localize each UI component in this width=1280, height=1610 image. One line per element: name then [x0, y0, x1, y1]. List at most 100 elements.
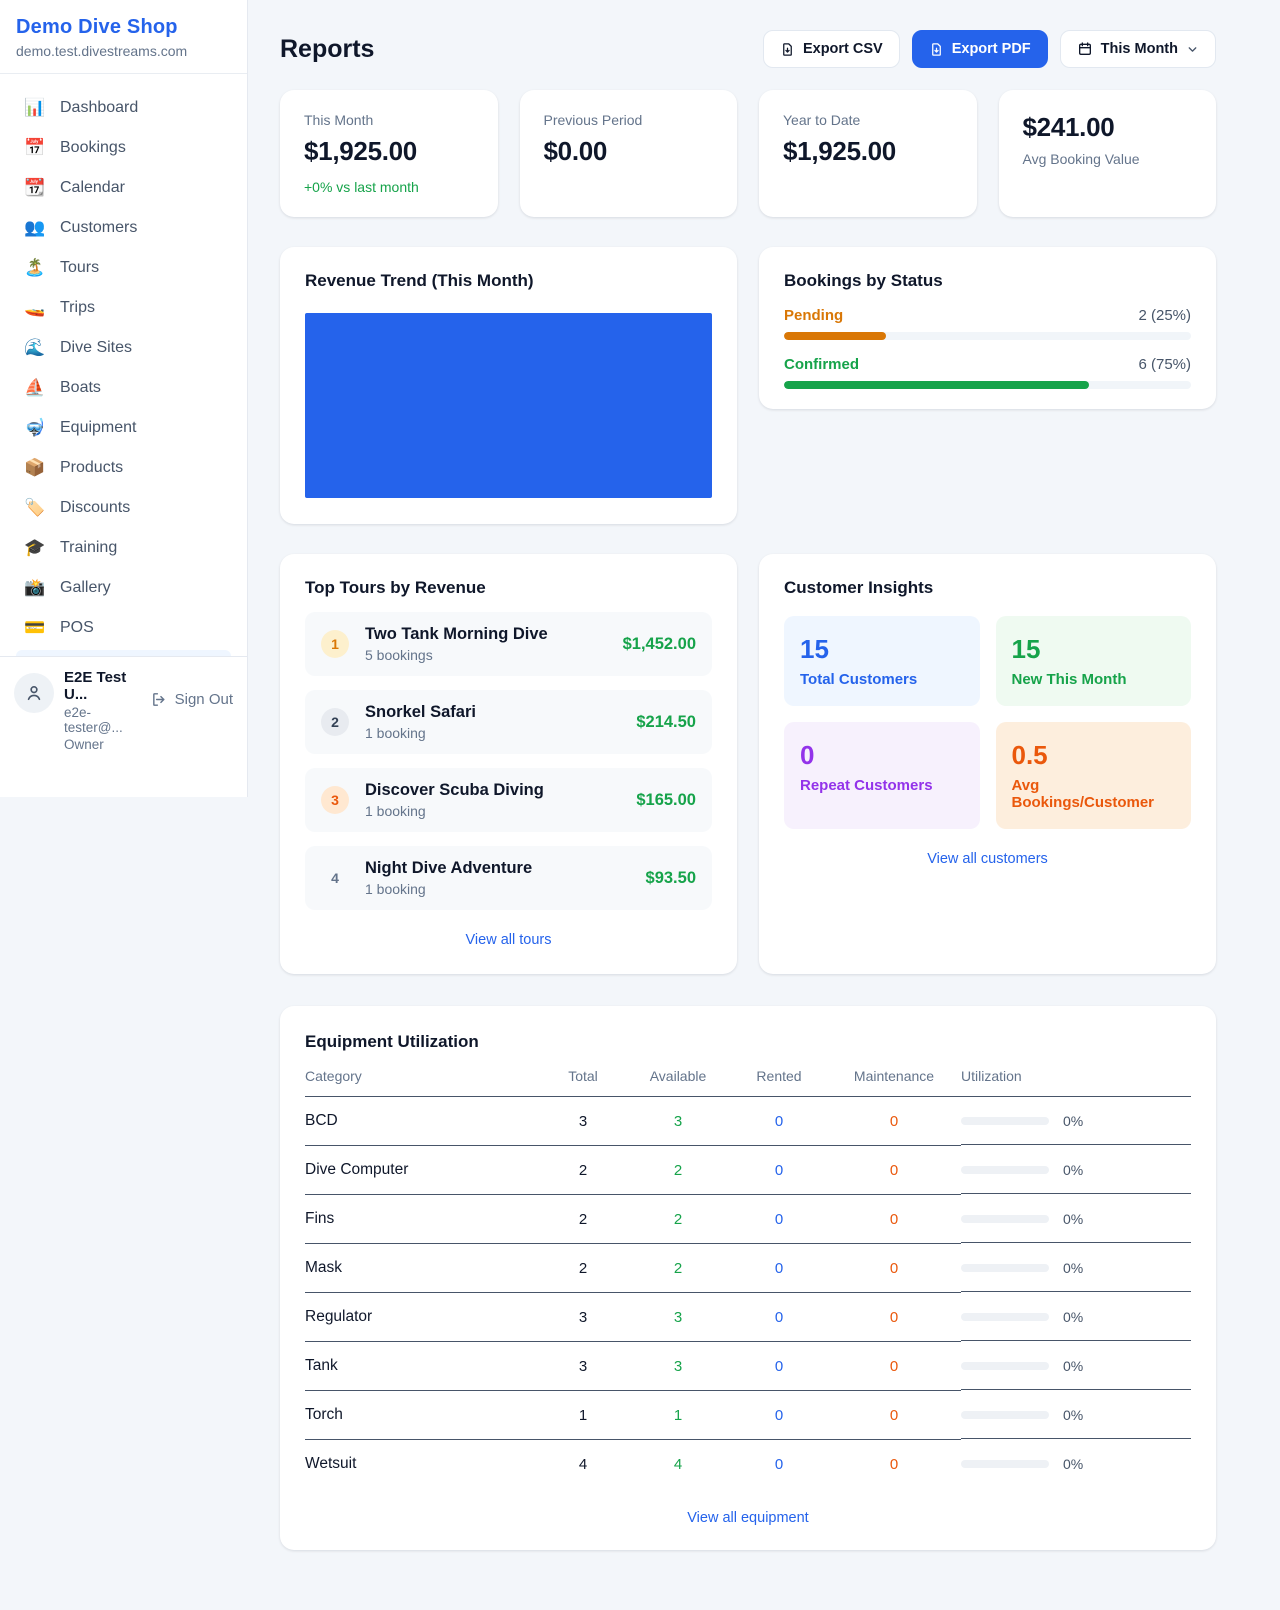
equipment-utilization: 0%	[961, 1196, 1191, 1243]
equipment-category: Fins	[305, 1195, 541, 1244]
sidebar-item-products[interactable]: 📦 Products	[8, 448, 239, 488]
status-row-confirmed: Confirmed 6 (75%)	[784, 356, 1191, 389]
sidebar-item-gallery[interactable]: 📸 Gallery	[8, 568, 239, 608]
speedboat-icon: 🚤	[24, 298, 46, 317]
top-tours-title: Top Tours by Revenue	[305, 578, 486, 597]
tile-label: Repeat Customers	[800, 777, 933, 794]
equipment-total: 4	[578, 1455, 588, 1473]
equipment-rented: 0	[731, 1196, 827, 1244]
export-pdf-label: Export PDF	[951, 41, 1031, 57]
tour-revenue: $93.50	[645, 868, 696, 887]
tour-bookings: 1 booking	[365, 803, 426, 819]
stat-card-previous-period: Previous Period $0.00	[519, 90, 737, 217]
tile-value: 0	[800, 740, 815, 770]
export-csv-button[interactable]: Export CSV	[762, 30, 900, 68]
column-header: Utilization	[961, 1052, 1191, 1097]
equipment-utilization: 0%	[961, 1343, 1191, 1390]
tour-name: Two Tank Morning Dive	[365, 625, 548, 643]
tour-row: 3 Discover Scuba Diving 1 booking $165.00	[305, 768, 712, 832]
status-count: 2 (25%)	[1138, 307, 1191, 324]
view-all-tours-link[interactable]: View all tours	[465, 932, 552, 948]
equipment-category: BCD	[305, 1097, 541, 1146]
progress-fill	[784, 381, 1090, 389]
equipment-available: 2	[625, 1196, 731, 1244]
tour-row: 4 Night Dive Adventure 1 booking $93.50	[305, 846, 712, 910]
stat-card-avg-booking-value: $241.00 Avg Booking Value	[998, 90, 1216, 217]
stat-delta: +0% vs last month	[304, 179, 419, 195]
tour-bookings: 1 booking	[365, 725, 426, 741]
column-header: Total	[541, 1052, 625, 1097]
stat-value: $0.00	[543, 136, 608, 166]
credit-card-icon: 💳	[24, 618, 46, 637]
stat-value: $1,925.00	[783, 136, 896, 166]
tour-revenue: $214.50	[636, 712, 696, 731]
period-label: This Month	[1100, 41, 1178, 57]
export-pdf-button[interactable]: Export PDF	[911, 30, 1048, 68]
rank-badge: 1	[321, 630, 349, 658]
utilization-bar	[961, 1117, 1049, 1125]
stat-label: Year to Date	[783, 112, 861, 128]
camera-icon: 📸	[24, 578, 46, 597]
tile-total-customers: 15 Total Customers	[784, 616, 980, 706]
period-dropdown[interactable]: This Month	[1059, 30, 1216, 68]
sidebar-item-pos[interactable]: 💳 POS	[8, 608, 239, 648]
revenue-trend-card: Revenue Trend (This Month)	[280, 247, 737, 524]
sidebar-item-label: Boats	[60, 379, 101, 396]
sidebar-item-bookings[interactable]: 📅 Bookings	[8, 128, 239, 168]
equipment-category: Mask	[305, 1244, 541, 1293]
utilization-bar	[961, 1362, 1049, 1370]
tile-label: Total Customers	[800, 671, 918, 688]
stat-value: $1,925.00	[304, 136, 417, 166]
stat-card-year-to-date: Year to Date $1,925.00	[759, 90, 977, 217]
sidebar-item-label: POS	[60, 619, 94, 636]
tour-name: Discover Scuba Diving	[365, 781, 544, 799]
equipment-maintenance: 0	[827, 1196, 961, 1244]
stats-row: This Month $1,925.00 +0% vs last month P…	[280, 90, 1216, 217]
revenue-trend-title: Revenue Trend (This Month)	[305, 271, 534, 290]
equipment-maintenance: 0	[827, 1392, 961, 1440]
sidebar-item-training[interactable]: 🎓 Training	[8, 528, 239, 568]
charts-row: Revenue Trend (This Month) Bookings by S…	[280, 247, 1216, 524]
sidebar-item-dashboard[interactable]: 📊 Dashboard	[8, 88, 239, 128]
tear-off-calendar-icon: 📆	[24, 178, 46, 197]
tile-value: 15	[800, 634, 829, 664]
equipment-total: 3	[541, 1098, 625, 1146]
equipment-total: 3	[541, 1294, 625, 1342]
sidebar-item-dive-sites[interactable]: 🌊 Dive Sites	[8, 328, 239, 368]
top-tours-card: Top Tours by Revenue 1 Two Tank Morning …	[280, 554, 737, 974]
equipment-rented: 0	[731, 1392, 827, 1440]
active-nav-item-clipped[interactable]	[16, 650, 231, 656]
progress-track	[784, 332, 1191, 340]
progress-track	[784, 381, 1191, 389]
package-icon: 📦	[24, 458, 46, 477]
sidebar-item-boats[interactable]: ⛵ Boats	[8, 368, 239, 408]
sidebar-item-tours[interactable]: 🏝️ Tours	[8, 248, 239, 288]
user-role: Owner	[64, 737, 104, 752]
sidebar: Demo Dive Shop demo.test.divestreams.com…	[0, 0, 248, 797]
equipment-rented: 0	[731, 1245, 827, 1293]
stat-value: $241.00	[1022, 112, 1115, 142]
equipment-rented: 0	[731, 1147, 827, 1195]
shop-domain: demo.test.divestreams.com	[16, 43, 188, 59]
calendar-icon	[1078, 42, 1091, 55]
progress-fill	[784, 332, 886, 340]
sidebar-item-discounts[interactable]: 🏷️ Discounts	[8, 488, 239, 528]
sign-out-button[interactable]: Sign Out	[151, 691, 233, 708]
column-header: Rented	[731, 1052, 827, 1097]
bookings-by-status-title: Bookings by Status	[784, 271, 943, 290]
view-all-equipment-link[interactable]: View all equipment	[687, 1510, 809, 1526]
wave-icon: 🌊	[24, 338, 46, 357]
sidebar-item-equipment[interactable]: 🤿 Equipment	[8, 408, 239, 448]
equipment-maintenance: 0	[827, 1294, 961, 1342]
tour-row: 2 Snorkel Safari 1 booking $214.50	[305, 690, 712, 754]
export-csv-label: Export CSV	[802, 41, 883, 57]
sign-out-label: Sign Out	[174, 691, 233, 708]
view-all-customers-link[interactable]: View all customers	[927, 851, 1048, 867]
status-label: Pending	[784, 307, 844, 324]
sidebar-item-customers[interactable]: 👥 Customers	[8, 208, 239, 248]
sidebar-item-trips[interactable]: 🚤 Trips	[8, 288, 239, 328]
tour-revenue: $165.00	[636, 790, 696, 809]
tile-avg-bookings-customer: 0.5 Avg Bookings/Customer	[995, 722, 1191, 829]
sidebar-item-calendar[interactable]: 📆 Calendar	[8, 168, 239, 208]
equipment-available: 4	[673, 1455, 683, 1473]
